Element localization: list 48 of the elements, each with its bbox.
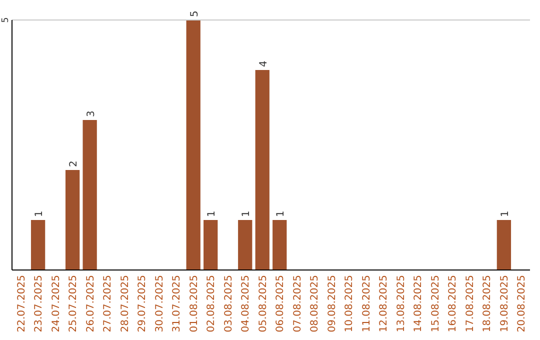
x-tick-label: 03.08.2025 — [223, 275, 234, 332]
x-tick-label: 15.08.2025 — [430, 275, 442, 332]
x-tick-label: 16.08.2025 — [448, 275, 459, 332]
data-label: 4 — [258, 60, 270, 67]
x-tick-label: 28.07.2025 — [120, 275, 131, 332]
x-tick-label: 31.07.2025 — [172, 275, 183, 332]
data-label: 5 — [189, 10, 200, 17]
x-tick-label: 22.07.2025 — [16, 275, 28, 332]
x-tick-label: 27.07.2025 — [102, 275, 114, 332]
bar — [496, 220, 512, 270]
x-tick-label: 11.08.2025 — [361, 275, 372, 332]
x-tick-label: 29.07.2025 — [137, 275, 148, 332]
x-tick-label: 20.08.2025 — [516, 275, 528, 332]
x-tick-label: 05.08.2025 — [258, 275, 269, 332]
bar — [30, 220, 46, 270]
data-label: 1 — [241, 210, 252, 217]
x-tick-label: 23.07.2025 — [34, 275, 45, 332]
bar — [272, 220, 287, 270]
x-tick-label: 04.08.2025 — [240, 275, 252, 332]
x-tick-label: 12.08.2025 — [378, 275, 390, 332]
data-label: 1 — [500, 210, 511, 217]
bar — [65, 170, 80, 270]
x-tick-label: 14.08.2025 — [413, 275, 424, 332]
x-tick-label: 08.08.2025 — [310, 275, 321, 332]
x-tick-label: 19.08.2025 — [499, 275, 510, 332]
x-tick-label: 13.08.2025 — [396, 275, 407, 332]
bar — [238, 220, 252, 270]
x-tick-label: 06.08.2025 — [275, 275, 286, 332]
x-tick-label: 30.07.2025 — [154, 275, 166, 332]
data-label: 2 — [68, 160, 80, 167]
data-label: 1 — [34, 210, 46, 217]
bar — [255, 70, 270, 270]
data-label: 1 — [276, 210, 287, 217]
bar — [186, 20, 200, 270]
x-tick-label: 07.08.2025 — [292, 275, 304, 332]
x-tick-label: 09.08.2025 — [326, 275, 338, 332]
x-tick-label: 10.08.2025 — [344, 275, 356, 332]
bar — [204, 220, 218, 270]
x-tick-label: 26.07.2025 — [85, 275, 96, 332]
data-label: 3 — [86, 110, 97, 117]
x-tick-label: 18.08.2025 — [482, 275, 494, 332]
x-tick-label: 17.08.2025 — [464, 275, 476, 332]
x-tick-label: 24.07.2025 — [50, 275, 62, 332]
x-tick-label: 25.07.2025 — [68, 275, 80, 332]
x-tick-label: 02.08.2025 — [206, 275, 218, 332]
bar — [82, 120, 97, 270]
data-label: 1 — [206, 210, 218, 217]
x-tick-label: 01.08.2025 — [188, 275, 200, 332]
